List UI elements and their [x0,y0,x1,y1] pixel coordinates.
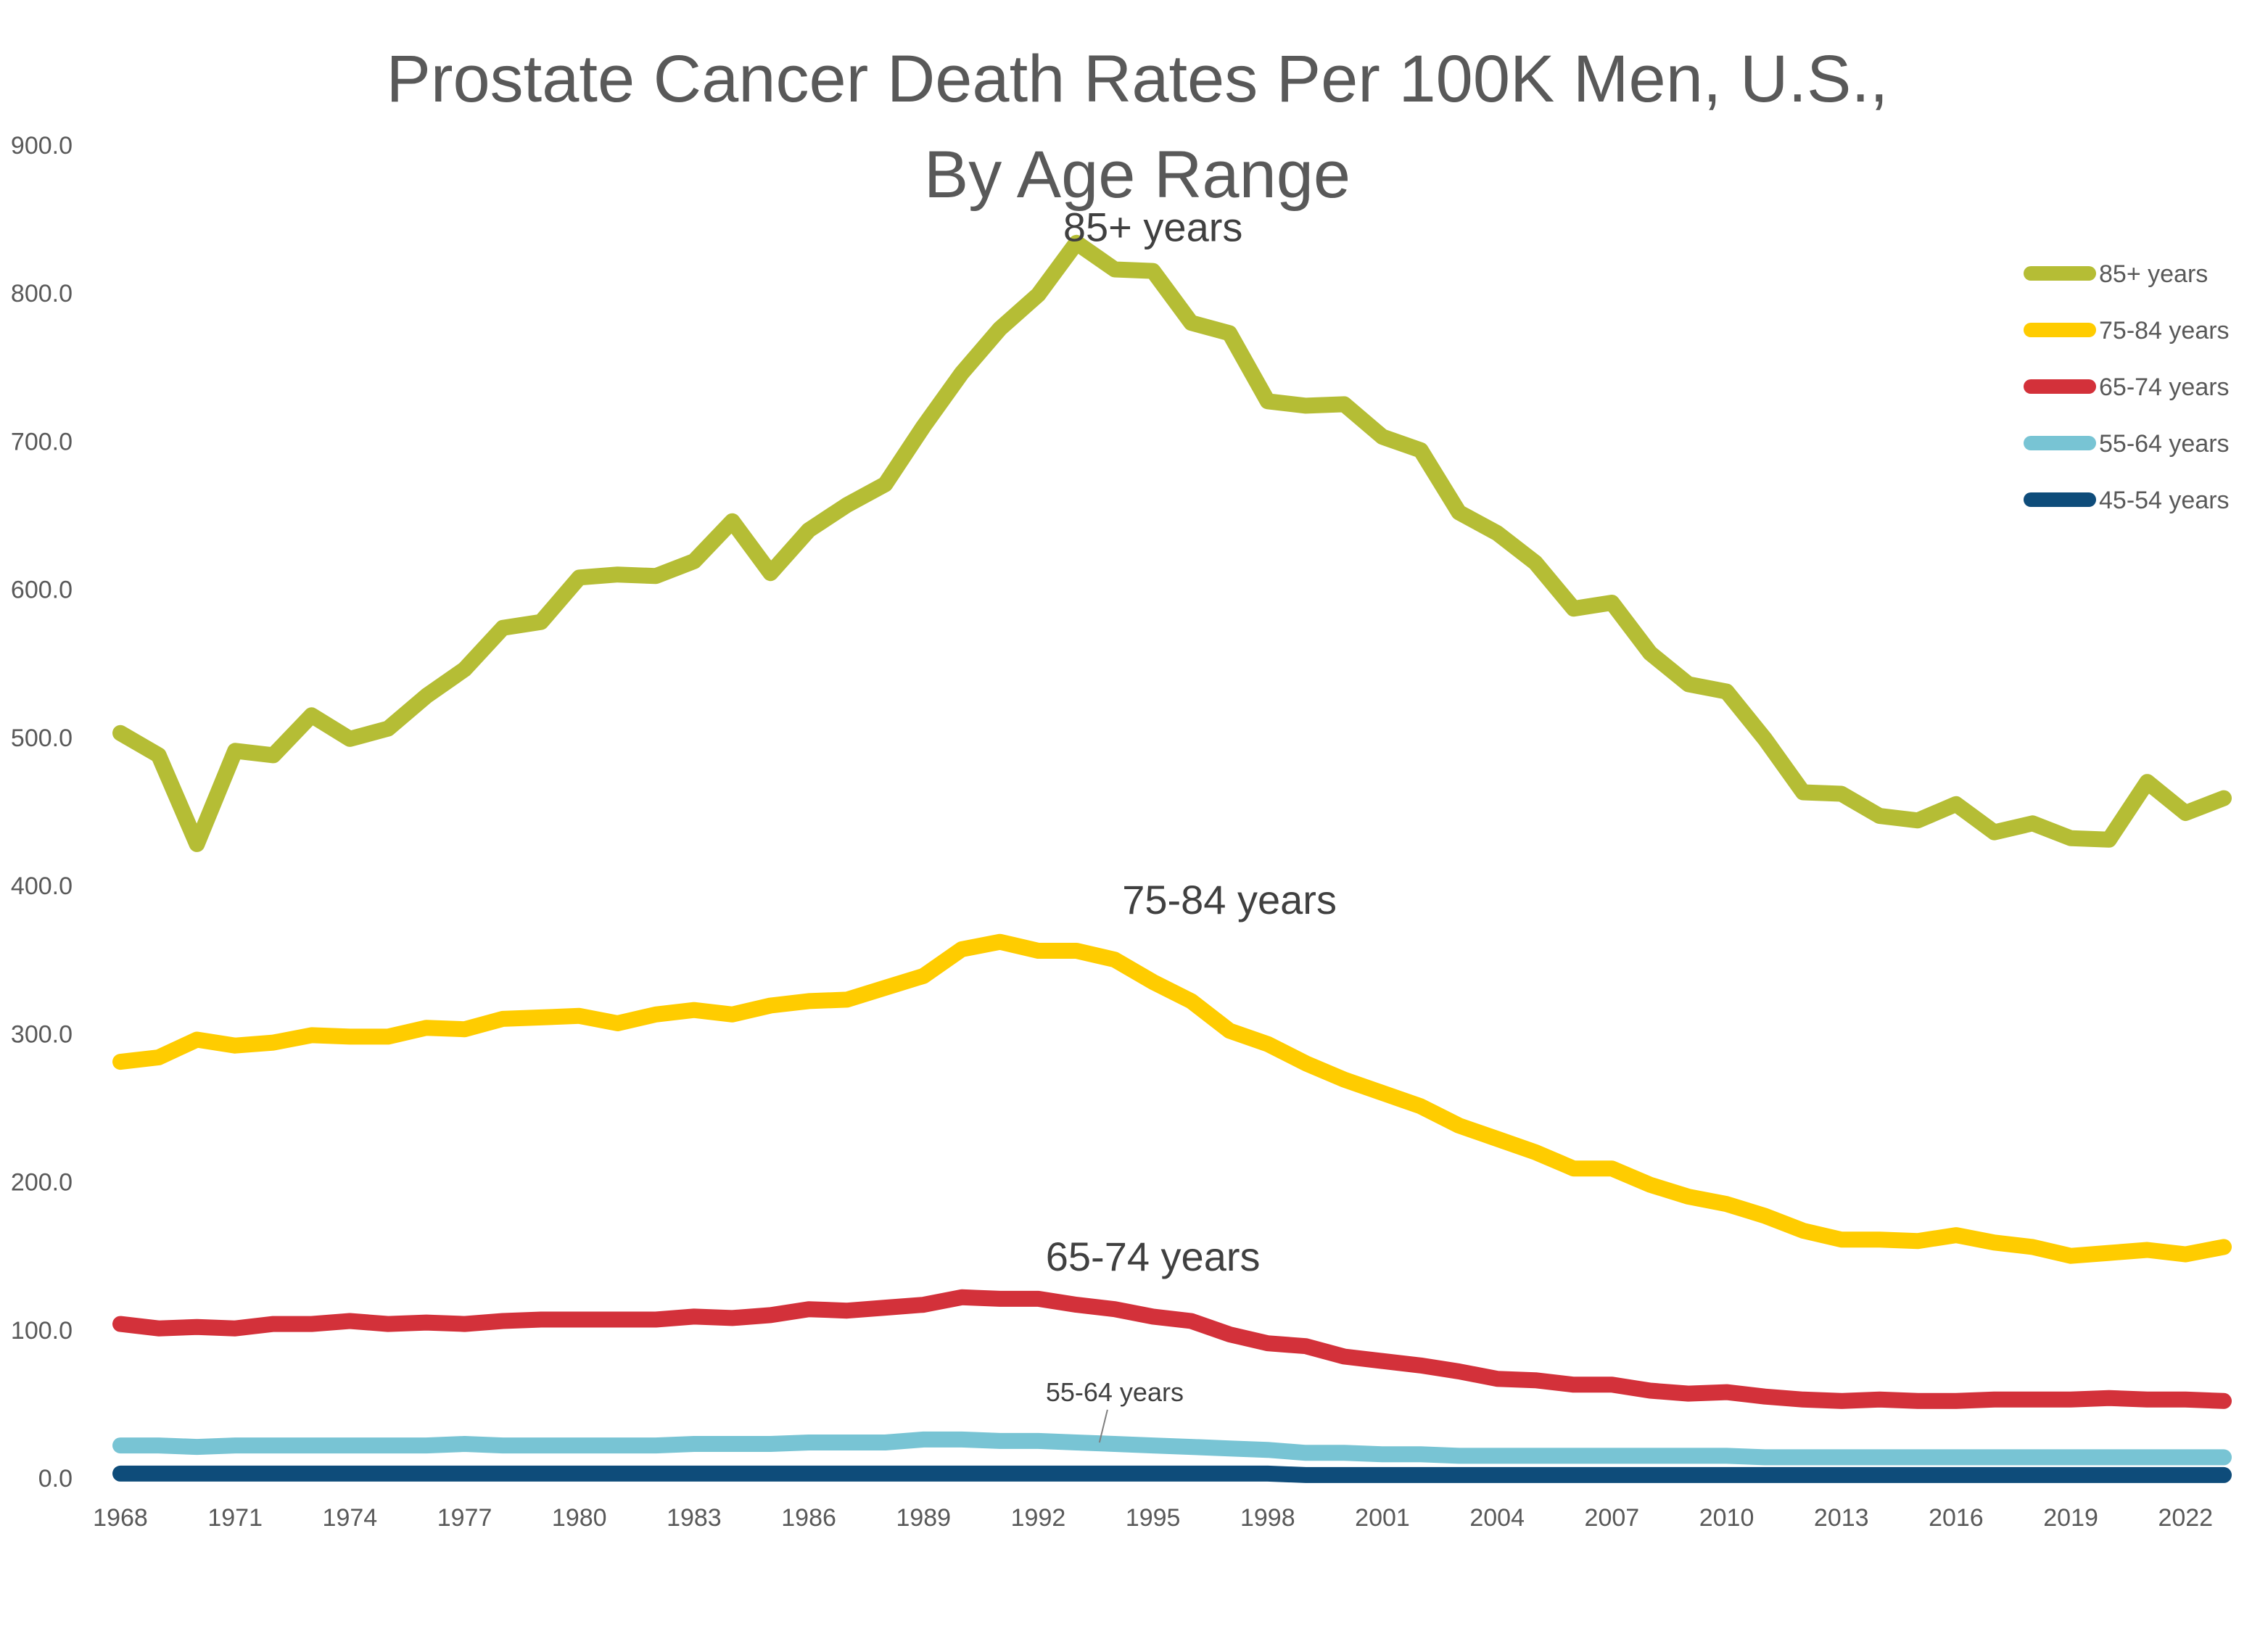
x-tick-label: 1998 [1240,1504,1295,1532]
x-tick-label: 1992 [1011,1504,1066,1532]
y-tick-label: 700.0 [11,428,73,455]
x-tick-label: 1968 [93,1504,148,1532]
x-axis: 1968 1971 1974 1977 1980 1983 1986 1989 1992 1995… [93,1504,2213,1532]
x-tick-label: 2019 [2043,1504,2098,1532]
y-tick-label: 600.0 [11,577,73,604]
y-tick-label: 400.0 [11,872,73,900]
chart-title: Prostate Cancer Death Rates Per 100K Men… [387,42,1889,212]
x-tick-label: 1980 [552,1504,607,1532]
y-tick-label: 800.0 [11,280,73,307]
x-tick-label: 1995 [1126,1504,1181,1532]
x-tick-label: 2001 [1355,1504,1410,1532]
legend-item-85-years: 85+ years [2024,260,2208,288]
series-line-65-74-years [112,1289,2232,1409]
x-tick-label: 1974 [323,1504,378,1532]
annotation-leader [1098,1409,1108,1443]
legend-item-55-64-years: 55-64 years [2024,430,2230,458]
legend-label: 55-64 years [2099,430,2230,458]
legend-item-65-74-years: 65-74 years [2024,373,2230,401]
x-tick-label: 1986 [781,1504,836,1532]
legend: 85+ years 75-84 years 65-74 years 55-64 yea… [2024,260,2230,514]
series-line-85-years [112,234,2232,852]
x-tick-label: 2022 [2158,1504,2213,1532]
x-tick-label: 2004 [1469,1504,1525,1532]
y-tick-label: 900.0 [11,132,73,160]
series-line-55-64-years [112,1431,2232,1466]
plot-area [112,234,2232,1483]
y-tick-label: 0.0 [38,1465,73,1493]
x-tick-label: 1971 [207,1504,263,1532]
y-tick-label: 500.0 [11,725,73,752]
x-tick-label: 1977 [437,1504,492,1532]
chart-title-line: Prostate Cancer Death Rates Per 100K Men… [387,42,1889,116]
y-tick-label: 100.0 [11,1317,73,1345]
x-tick-label: 2013 [1814,1504,1869,1532]
y-tick-label: 200.0 [11,1169,73,1197]
series-line-45-54-years [112,1465,2232,1483]
x-tick-label: 2016 [1929,1504,1984,1532]
x-tick-label: 2007 [1585,1504,1640,1532]
y-tick-label: 300.0 [11,1020,73,1048]
annotation-label: 85+ years [1063,205,1243,250]
annotation-label: 55-64 years [1046,1377,1184,1407]
legend-label: 85+ years [2099,260,2208,288]
series-line-75-84-years [112,933,2232,1264]
x-tick-label: 1989 [896,1504,951,1532]
legend-item-75-84-years: 75-84 years [2024,317,2230,344]
y-axis: 0.0 100.0 200.0 300.0 400.0 500.0 600.0 700.0 80… [11,132,73,1493]
legend-item-45-54-years: 45-54 years [2024,487,2230,514]
x-tick-label: 2010 [1699,1504,1754,1532]
legend-label: 75-84 years [2099,317,2230,344]
annotation-label: 65-74 years [1046,1234,1261,1279]
legend-label: 65-74 years [2099,373,2230,401]
legend-label: 45-54 years [2099,487,2230,514]
chart-title-line: By Age Range [924,138,1351,212]
annotations: 85+ years 75-84 years 65-74 years 55-64 yea… [1046,205,1337,1443]
x-tick-label: 1983 [667,1504,722,1532]
annotation-label: 75-84 years [1122,877,1337,922]
